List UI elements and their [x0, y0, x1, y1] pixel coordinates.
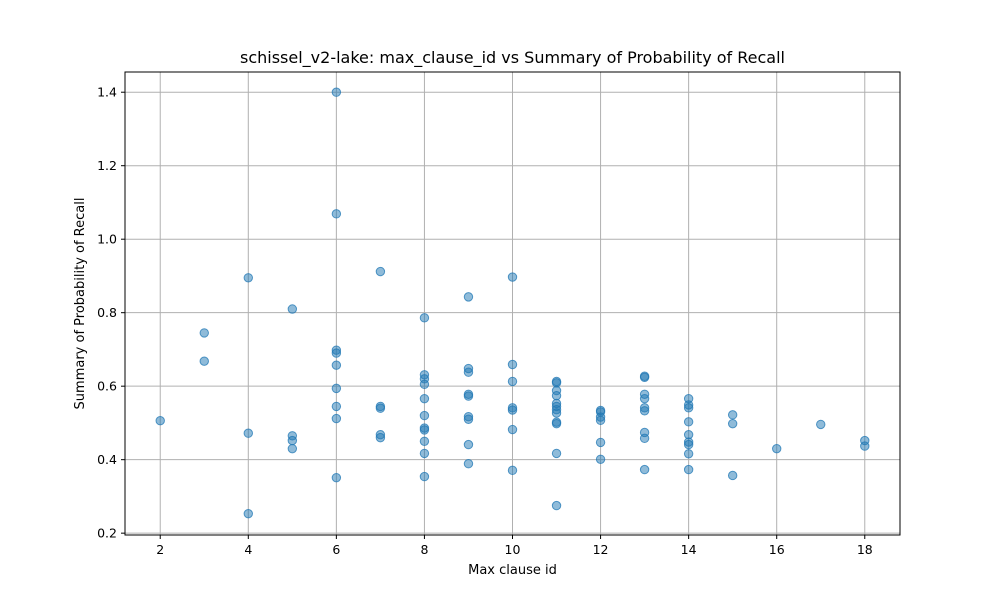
- data-point: [419, 425, 430, 435]
- data-point: [243, 428, 253, 438]
- data-point: [463, 391, 474, 401]
- data-point: [331, 472, 342, 483]
- y-tick-label: 1.4: [97, 85, 117, 100]
- data-point: [287, 304, 298, 314]
- data-point: [551, 418, 562, 429]
- data-point: [639, 393, 650, 404]
- x-tick-label: 16: [769, 542, 785, 557]
- data-point: [551, 408, 562, 418]
- data-point: [595, 437, 606, 448]
- data-point: [419, 448, 430, 459]
- data-point: [419, 410, 430, 421]
- y-tick-label: 0.2: [97, 526, 117, 541]
- data-point: [772, 443, 782, 454]
- data-point: [419, 393, 430, 404]
- y-tick-label: 1.0: [97, 232, 117, 247]
- data-point: [507, 465, 518, 476]
- x-tick-label: 10: [505, 542, 521, 557]
- x-tick-label: 18: [857, 542, 873, 557]
- data-point: [683, 403, 694, 413]
- data-point: [507, 424, 518, 435]
- x-tick-label: 6: [332, 542, 340, 557]
- x-tick-label: 12: [593, 542, 609, 557]
- data-point: [463, 367, 474, 377]
- data-point: [727, 418, 738, 429]
- data-point: [683, 417, 694, 427]
- data-point: [639, 433, 650, 444]
- x-axis-ticks: 2 4 6 8 10 12 14 16 18: [156, 535, 873, 557]
- data-point: [507, 359, 518, 370]
- data-point: [507, 272, 518, 282]
- data-point: [816, 419, 826, 430]
- grid-lines: [125, 72, 900, 535]
- data-point: [155, 416, 165, 426]
- data-point: [243, 273, 253, 283]
- data-point: [375, 266, 386, 277]
- data-point: [331, 209, 342, 219]
- data-point: [331, 360, 342, 370]
- data-point: [419, 313, 430, 323]
- data-point: [419, 471, 430, 482]
- data-point: [683, 439, 694, 450]
- data-point: [595, 415, 606, 426]
- y-tick-label: 0.8: [97, 305, 117, 320]
- data-point: [551, 378, 562, 388]
- data-point: [507, 405, 518, 415]
- data-point: [463, 439, 474, 450]
- data-point: [860, 441, 870, 451]
- data-point: [331, 383, 342, 394]
- chart-title: schissel_v2-lake: max_clause_id vs Summa…: [240, 48, 785, 68]
- data-point: [419, 379, 430, 390]
- data-point: [419, 436, 430, 446]
- x-tick-label: 2: [156, 542, 164, 557]
- data-points: [155, 87, 870, 519]
- data-point: [551, 500, 562, 511]
- x-axis-label: Max clause id: [468, 563, 557, 578]
- data-point: [463, 292, 474, 302]
- y-tick-label: 0.4: [97, 452, 117, 467]
- y-tick-label: 0.6: [97, 379, 117, 394]
- data-point: [727, 410, 738, 420]
- data-point: [287, 443, 298, 454]
- data-point: [507, 376, 518, 387]
- data-point: [727, 470, 738, 481]
- data-point: [375, 403, 386, 413]
- data-point: [551, 448, 562, 459]
- data-point: [639, 406, 650, 416]
- data-point: [463, 459, 474, 469]
- data-point: [683, 449, 694, 459]
- x-tick-label: 8: [420, 542, 428, 557]
- data-point: [639, 464, 650, 475]
- data-point: [683, 464, 694, 475]
- data-point: [199, 356, 209, 366]
- data-point: [639, 372, 650, 383]
- data-point: [331, 413, 342, 424]
- data-point: [463, 414, 474, 424]
- data-point: [243, 508, 253, 519]
- data-point: [331, 348, 342, 358]
- y-axis-ticks: 0.2 0.4 0.6 0.8 1.0 1.2 1.4: [97, 85, 125, 541]
- data-point: [375, 432, 386, 443]
- y-tick-label: 1.2: [97, 158, 117, 173]
- data-point: [595, 454, 606, 465]
- data-point: [287, 435, 298, 446]
- x-tick-label: 14: [681, 542, 697, 557]
- x-tick-label: 4: [244, 542, 252, 557]
- data-point: [199, 328, 209, 338]
- data-point: [551, 391, 562, 401]
- y-axis-label: Summary of Probability of Recall: [73, 198, 88, 410]
- data-point: [331, 401, 342, 412]
- data-point: [331, 87, 342, 97]
